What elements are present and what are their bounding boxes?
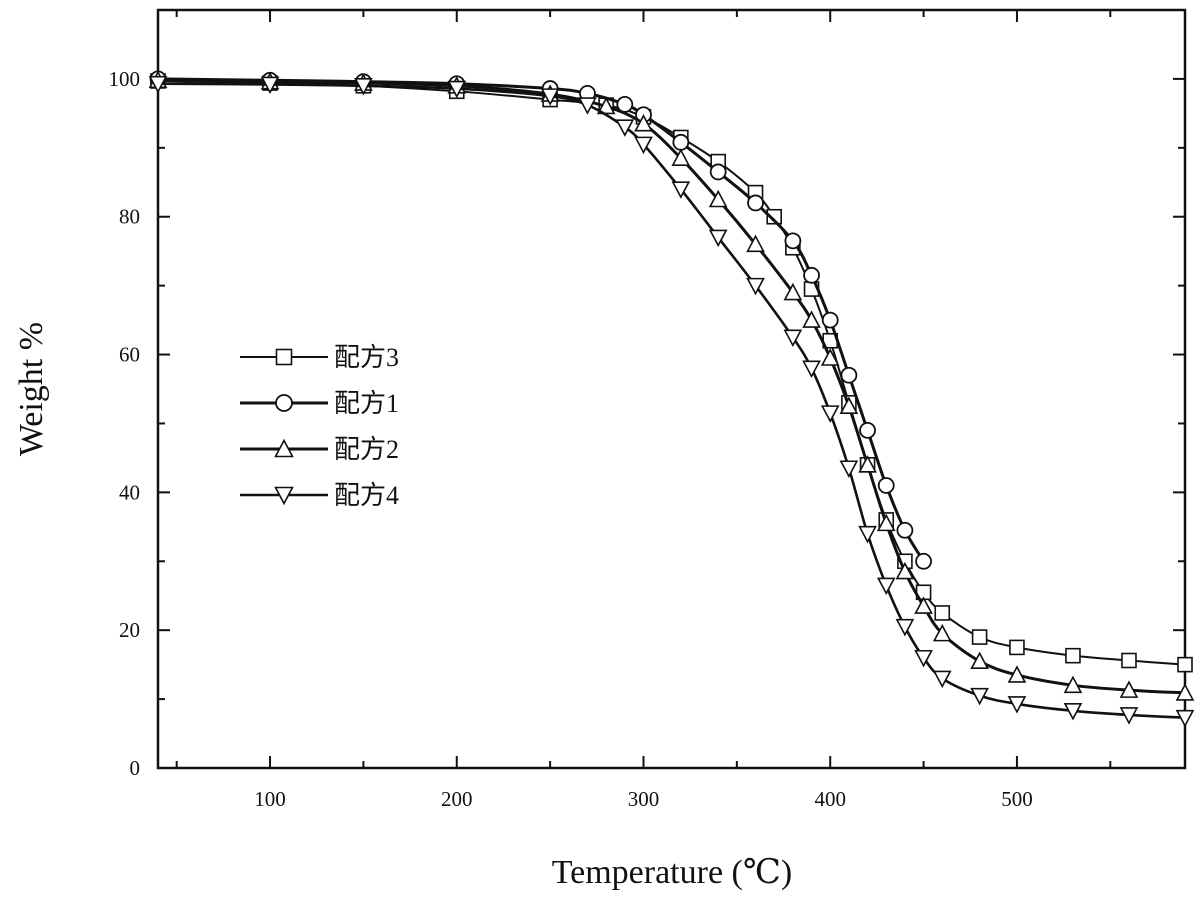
triangle-down-marker — [274, 486, 294, 506]
legend-item: 配方3 — [240, 343, 399, 372]
legend-label: 配方2 — [334, 435, 399, 464]
triangle-down-marker — [447, 80, 467, 99]
triangle-down-marker — [783, 329, 803, 348]
triangle-down-marker — [634, 136, 653, 155]
square-marker — [1065, 647, 1081, 664]
triangle-down-marker — [858, 525, 877, 544]
series-line — [157, 82, 1186, 719]
circle-marker — [877, 477, 895, 494]
circle-marker — [915, 552, 932, 570]
triangle-down-marker — [876, 577, 896, 596]
series-3 — [148, 70, 1195, 701]
y-tick-label: 0 — [130, 756, 141, 780]
series-4 — [148, 75, 1195, 728]
triangle-up-marker — [876, 513, 896, 532]
series-layer — [148, 70, 1195, 728]
legend-label: 配方1 — [334, 389, 399, 418]
x-axis-ticks: 100 200 300 400 500 — [175, 10, 1112, 811]
square-marker — [766, 208, 783, 225]
circle-marker — [747, 194, 764, 212]
triangle-down-marker — [746, 277, 765, 296]
triangle-down-marker — [839, 460, 859, 478]
triangle-down-marker — [354, 78, 373, 96]
triangle-down-marker — [914, 649, 933, 668]
plot-frame — [156, 8, 1187, 770]
triangle-down-marker — [148, 75, 168, 94]
triangle-up-marker — [1175, 683, 1195, 701]
circle-marker — [275, 394, 293, 412]
triangle-down-marker — [540, 88, 560, 106]
circle-marker — [672, 133, 690, 151]
triangle-up-marker — [746, 234, 765, 253]
triangle-down-marker — [1175, 709, 1195, 728]
triangle-down-marker — [970, 687, 989, 706]
circle-marker — [803, 266, 820, 284]
circle-marker — [840, 366, 858, 384]
x-tick-label: 200 — [441, 787, 473, 811]
square-marker — [934, 605, 951, 621]
circle-marker — [859, 421, 876, 439]
y-tick-label: 60 — [119, 343, 140, 367]
triangle-down-marker — [1119, 707, 1139, 725]
triangle-up-marker — [895, 561, 915, 580]
series-line — [157, 79, 1186, 666]
triangle-up-marker — [708, 189, 728, 208]
triangle-up-marker — [1007, 665, 1027, 683]
triangle-down-marker — [708, 229, 728, 248]
y-axis-ticks: 0 20 40 60 80 100 — [109, 9, 1185, 780]
square-marker — [275, 348, 293, 366]
circle-marker — [784, 232, 802, 250]
triangle-down-marker — [895, 618, 915, 637]
triangle-up-marker — [671, 148, 691, 166]
triangle-down-marker — [615, 119, 635, 137]
triangle-down-marker — [1007, 696, 1027, 714]
triangle-down-marker — [578, 97, 597, 115]
x-tick-label: 100 — [254, 787, 286, 811]
triangle-down-marker — [260, 76, 280, 95]
triangle-up-marker — [914, 596, 933, 614]
y-axis-title: Weight % — [13, 322, 50, 456]
triangle-up-marker — [634, 113, 653, 132]
square-marker — [1009, 639, 1025, 656]
x-tick-label: 500 — [1001, 787, 1033, 811]
square-marker — [1121, 652, 1137, 669]
circle-marker — [709, 163, 727, 181]
legend-item: 配方4 — [240, 481, 399, 510]
circle-marker — [821, 311, 839, 329]
triangle-up-marker — [274, 438, 294, 458]
circle-marker — [896, 521, 914, 539]
triangle-up-marker — [802, 310, 821, 328]
y-tick-label: 20 — [119, 618, 140, 642]
triangle-up-marker — [783, 282, 803, 301]
triangle-down-marker — [1063, 703, 1083, 721]
x-axis-title: Temperature (℃) — [552, 854, 792, 891]
y-tick-label: 80 — [119, 205, 140, 229]
triangle-up-marker — [839, 396, 859, 415]
triangle-up-marker — [970, 651, 989, 669]
legend: 配方3 配方1 配方2 配方4 — [240, 343, 399, 510]
x-tick-label: 300 — [628, 787, 660, 811]
triangle-up-marker — [858, 455, 877, 473]
series-line — [157, 78, 1186, 695]
triangle-up-marker — [1063, 675, 1083, 694]
y-tick-label: 40 — [119, 480, 140, 504]
legend-item: 配方1 — [240, 389, 399, 418]
triangle-down-marker — [802, 360, 821, 379]
series-1 — [150, 73, 1193, 673]
triangle-down-marker — [671, 181, 691, 199]
triangle-up-marker — [820, 348, 840, 366]
y-tick-label: 100 — [109, 67, 141, 91]
legend-label: 配方3 — [334, 343, 399, 372]
x-tick-label: 400 — [814, 787, 846, 811]
square-marker — [1177, 656, 1193, 673]
triangle-down-marker — [932, 670, 952, 689]
triangle-up-marker — [1119, 680, 1139, 698]
square-marker — [971, 629, 988, 645]
legend-item: 配方2 — [240, 435, 399, 464]
triangle-down-marker — [820, 405, 840, 423]
legend-label: 配方4 — [334, 481, 399, 510]
triangle-up-marker — [932, 623, 952, 642]
